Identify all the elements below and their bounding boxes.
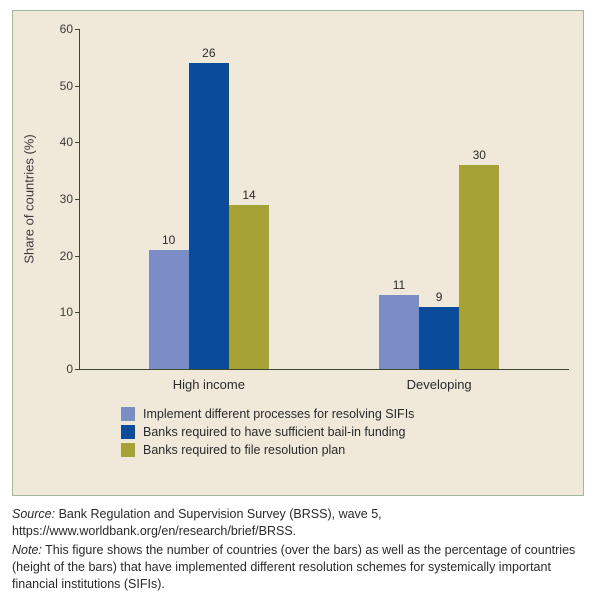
caption-note: Note: This figure shows the number of co… [12, 542, 584, 593]
caption-source: Source: Bank Regulation and Supervision … [12, 506, 584, 540]
y-tick-label: 10 [60, 305, 73, 319]
y-axis-title: Share of countries (%) [22, 134, 37, 263]
y-tick-label: 0 [66, 362, 73, 376]
bar-sifis: 10 [149, 250, 189, 369]
caption: Source: Bank Regulation and Supervision … [12, 506, 584, 592]
bar-resolution_plan: 30 [459, 165, 499, 369]
caption-note-prefix: Note: [12, 543, 42, 557]
legend-swatch [121, 425, 135, 439]
x-axis-line [79, 369, 569, 370]
figure-root: Share of countries (%) 01020304050601026… [0, 0, 596, 603]
legend-swatch [121, 443, 135, 457]
y-tick-label: 30 [60, 192, 73, 206]
y-tick-label: 40 [60, 135, 73, 149]
bar-label: 9 [436, 290, 443, 304]
y-tick-label: 20 [60, 249, 73, 263]
caption-note-text: This figure shows the number of countrie… [12, 543, 575, 591]
y-tick-label: 60 [60, 22, 73, 36]
caption-source-prefix: Source: [12, 507, 55, 521]
legend-item-bail_in: Banks required to have sufficient bail-i… [121, 425, 414, 439]
bar-label: 11 [393, 278, 405, 292]
legend-item-resolution_plan: Banks required to file resolution plan [121, 443, 414, 457]
x-tick-label: Developing [407, 377, 472, 392]
bar-resolution_plan: 14 [229, 205, 269, 369]
bar-bail_in: 9 [419, 307, 459, 369]
legend-label: Banks required to have sufficient bail-i… [143, 425, 405, 439]
legend: Implement different processes for resolv… [121, 407, 414, 461]
y-tick-mark [75, 142, 79, 143]
y-tick-mark [75, 86, 79, 87]
y-tick-label: 50 [60, 79, 73, 93]
bar-label: 10 [162, 233, 175, 247]
y-tick-mark [75, 256, 79, 257]
plot-area: 0102030405060102614High income11930Devel… [79, 29, 569, 369]
bar-sifis: 11 [379, 295, 419, 369]
bar-label: 30 [473, 148, 486, 162]
y-tick-mark [75, 369, 79, 370]
y-tick-mark [75, 199, 79, 200]
legend-label: Implement different processes for resolv… [143, 407, 414, 421]
bar-label: 14 [242, 188, 255, 202]
chart-panel: Share of countries (%) 01020304050601026… [12, 10, 584, 496]
y-tick-mark [75, 29, 79, 30]
legend-swatch [121, 407, 135, 421]
legend-label: Banks required to file resolution plan [143, 443, 345, 457]
y-tick-mark [75, 312, 79, 313]
x-tick-label: High income [173, 377, 245, 392]
caption-source-text: Bank Regulation and Supervision Survey (… [12, 507, 382, 538]
bar-label: 26 [202, 46, 215, 60]
legend-item-sifis: Implement different processes for resolv… [121, 407, 414, 421]
bar-bail_in: 26 [189, 63, 229, 369]
